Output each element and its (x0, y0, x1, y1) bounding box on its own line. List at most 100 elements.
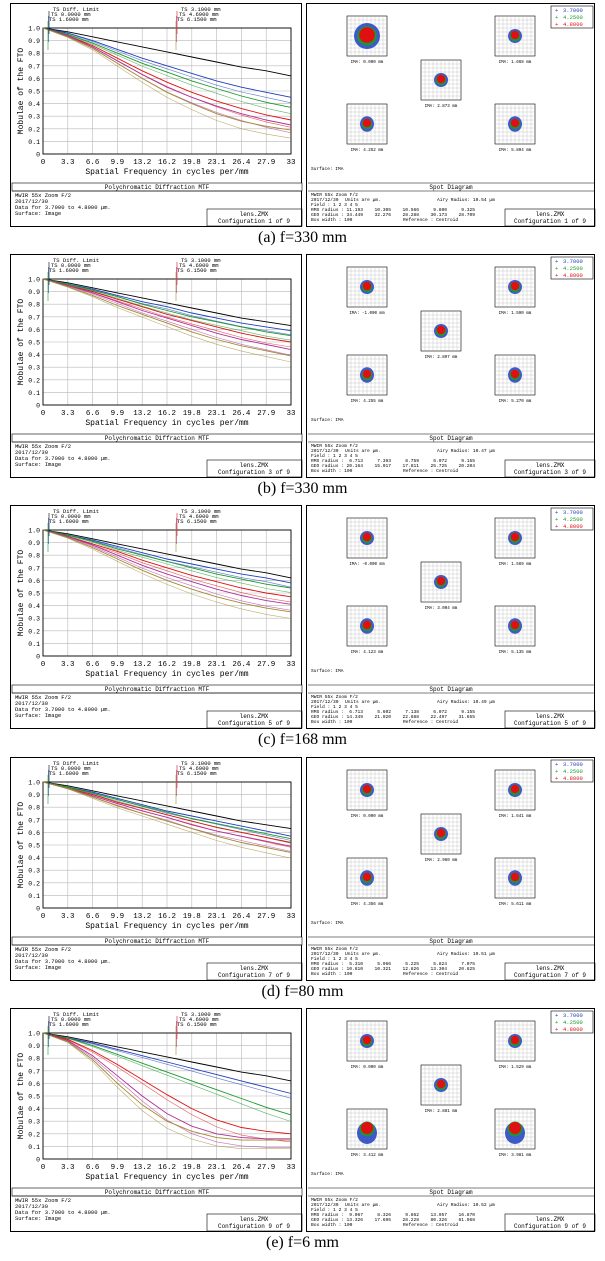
y-tick-label: 0.1 (28, 641, 40, 648)
mtf-series-line (42, 278, 292, 337)
y-tick-label: 0.5 (28, 1094, 40, 1101)
mtf-legend-label: TS 4.6900 mm (179, 11, 219, 18)
rms-label: RMS radius : (311, 207, 344, 213)
y-tick-label: 0.9 (28, 38, 40, 45)
mtf-legend-label: TS Diff. Limit (53, 508, 99, 515)
figure-panel: 0 0.1 0.2 0.3 0.4 0.5 0.6 0.7 0.8 0.9 1.0 0 3.3 6.6 9.… (10, 3, 596, 246)
figure-panel: 0 0.1 0.2 0.3 0.4 0.5 0.6 0.7 0.8 0.9 1.0 0 3.3 6.6 9.… (10, 757, 596, 1000)
rms-value: 6.713 (349, 709, 363, 715)
spot-blob-red (361, 1122, 373, 1134)
spot-legend-label: 4.8000 (563, 272, 583, 279)
file-name: lens.ZMX (240, 965, 269, 972)
y-tick-label: 0 (36, 654, 40, 661)
mtf-title: Polychromatic Diffraction MTF (105, 184, 210, 191)
mtf-series-line (42, 27, 292, 98)
config-label: Configuration 9 of 9 (514, 1223, 586, 1230)
rms-label: RMS radius : (311, 961, 344, 967)
y-tick-label: 0.4 (28, 1106, 40, 1113)
y-tick-label: 0.1 (28, 1144, 40, 1151)
spot-diagram: +3.7000 +4.2500 +4.8000 IMA: -1.000 mm IMA: … (306, 254, 596, 478)
config-box (504, 208, 596, 227)
mtf-legend-label: TS 4.6900 mm (179, 262, 219, 269)
rms-value: 9.800 (433, 207, 447, 213)
reference-text: Reference : Centroid (403, 719, 458, 725)
geo-label: GEO radius : (311, 463, 344, 469)
reference-text: Reference : Centroid (403, 217, 458, 223)
x-tick-label: 13.2 (133, 1164, 151, 1172)
lens-title: MWIR 55x Zoom F/2 (15, 694, 71, 701)
spot-legend-label: 3.7000 (563, 1012, 583, 1019)
x-tick-label: 0 (41, 913, 46, 921)
reference-text: Reference : Centroid (403, 971, 458, 977)
spot-blob-red (362, 784, 372, 794)
airy-radius: Airy Radius: 10.47 µm (437, 448, 495, 454)
spot-diagram: +3.7000 +4.2500 +4.8000 IMA: 0.000 mm IMA: 1… (306, 1008, 596, 1232)
mtf-legend-label: TS 1.6000 mm (49, 770, 89, 777)
mtf-legend-label: TS 3.1000 mm (181, 257, 221, 264)
figure-panel: 0 0.1 0.2 0.3 0.4 0.5 0.6 0.7 0.8 0.9 1.0 0 3.3 6.6 9.… (10, 254, 596, 497)
mtf-series-line-secondary (42, 1032, 291, 1149)
file-name: lens.ZMX (240, 713, 269, 720)
x-tick-label: 16.2 (158, 913, 176, 921)
mtf-series-line (42, 781, 292, 830)
mtf-series-line (42, 27, 292, 121)
mtf-series-line-secondary (42, 529, 292, 593)
y-tick-label: 0.9 (28, 792, 40, 799)
spot-legend-label: 4.2500 (563, 14, 583, 21)
airy-radius: Airy Radius: 10.54 µm (437, 197, 495, 203)
date-text: 2017/12/30 (15, 1203, 48, 1210)
config-box (504, 710, 596, 729)
spot-legend-label: 3.7000 (563, 761, 583, 768)
y-tick-label: 0.5 (28, 843, 40, 850)
spot-blob-red (362, 532, 372, 542)
field-label: IMA: 1.590 mm (499, 312, 532, 316)
rms-value: 16.870 (458, 1212, 475, 1218)
geo-value: 22.497 (430, 714, 447, 720)
mtf-series-line (42, 781, 292, 840)
lens-title: MWIR 55x Zoom F/2 (311, 192, 358, 198)
x-tick-label: 33 (286, 913, 296, 921)
mtf-legend-label: TS 3.1000 mm (181, 6, 221, 13)
mtf-legend-label: TS 0.0000 mm (51, 513, 91, 520)
x-tick-label: 33 (286, 661, 296, 669)
field-label: IMA: 2.873 mm (425, 105, 458, 109)
y-tick-label: 0 (36, 906, 40, 913)
spot-blob-red (510, 281, 520, 291)
rms-value: 9.067 (349, 1212, 363, 1218)
y-tick-label: 0 (36, 152, 40, 159)
spot-blob-red (510, 620, 520, 630)
mtf-series-line (42, 1032, 292, 1082)
mtf-legend-label: TS 3.1000 mm (181, 508, 221, 515)
x-tick-label: 16.2 (158, 1164, 176, 1172)
mtf-series-line-secondary (42, 1032, 292, 1143)
spot-blob-red (510, 872, 520, 882)
geo-value: 20.625 (458, 966, 475, 972)
box-width: Box width : 100 (311, 217, 353, 223)
config-box (504, 962, 596, 981)
spot-legend-marker: + (555, 509, 558, 516)
geo-value: 17.811 (402, 463, 419, 469)
field-label: IMA: 1.641 mm (499, 815, 532, 819)
spot-legend-box (550, 5, 594, 29)
spot-legend-label: 4.2500 (563, 516, 583, 523)
spot-legend-marker: + (555, 768, 558, 775)
y-tick-label: 0 (36, 403, 40, 410)
mtf-legend-label: TS 1.6000 mm (49, 1021, 89, 1028)
y-axis-label: Mobulae of the FTO (17, 48, 26, 135)
mtf-series-line (42, 1032, 292, 1135)
geo-value: 32.276 (374, 212, 391, 218)
spot-blob-red (436, 1079, 446, 1089)
lens-title: MWIR 55x Zoom F/2 (15, 443, 71, 450)
mtf-series-line-secondary (42, 1032, 291, 1148)
mtf-legend-label: TS 0.0000 mm (51, 1016, 91, 1023)
file-name: lens.ZMX (240, 211, 269, 218)
y-tick-label: 0.7 (28, 1068, 40, 1075)
mtf-plot: 0 0.1 0.2 0.3 0.4 0.5 0.6 0.7 0.8 0.9 1.0 0 3.3 6.6 9.… (10, 254, 303, 478)
y-axis-label: Mobulae of the FTO (17, 1053, 26, 1140)
field-row: Field : 1 2 3 4 5 (311, 956, 358, 962)
geo-value: 17.695 (374, 1217, 391, 1223)
field-label: IMA: 2.960 mm (425, 859, 458, 863)
y-tick-label: 1.0 (28, 277, 40, 284)
rms-value: 6.072 (433, 458, 447, 464)
box-width: Box width : 100 (311, 468, 353, 474)
